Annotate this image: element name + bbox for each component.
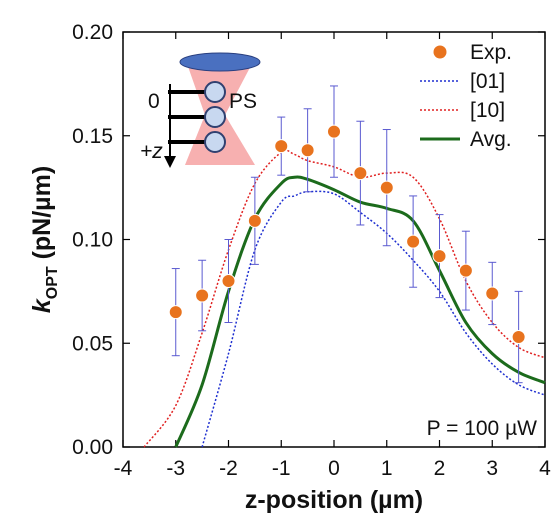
x-tick-label: -4 [114,457,133,480]
data-point [300,143,315,158]
x-tick-label: 3 [486,457,498,480]
inset: 0 PS +z [140,52,261,168]
x-tick-label: 2 [434,457,446,480]
inset-zero: 0 [148,90,160,113]
legend-label: [10] [470,99,505,122]
bead [204,81,226,103]
y-axis-label-part: OPT [44,266,61,299]
data-point [485,286,500,301]
y-tick-label: 0.20 [72,21,113,44]
data-point [432,249,447,264]
x-tick-label: 0 [328,457,340,480]
legend-label: [01] [470,70,505,93]
data-point [458,263,473,278]
y-tick-label: 0.10 [72,229,113,252]
data-point [221,274,236,288]
legend-label: Exp. [470,41,512,64]
data-point [247,213,262,228]
data-point [168,305,183,320]
y-axis-label-part: k [28,298,56,313]
y-tick-label: 0.00 [72,436,113,459]
data-point [195,288,210,303]
legend-marker [433,45,447,59]
data-point [379,180,394,195]
data-point [406,234,421,249]
data-point [353,166,368,181]
curve [201,190,546,448]
legend-label: Avg. [470,128,512,151]
lens [179,52,261,72]
y-axis-label: kOPT (pN/µm) [28,166,61,313]
inset-ps: PS [229,90,257,113]
x-tick-label: -2 [219,457,238,480]
inset-z: +z [140,140,163,163]
x-axis-label: z-position (µm) [245,486,423,514]
data-point [511,330,526,345]
data-point [327,124,341,139]
bead [204,131,226,153]
data-point [274,139,289,154]
z-arrowhead [164,156,176,168]
x-tick-label: 4 [539,457,551,480]
x-tick-label: -3 [166,457,185,480]
y-tick-label: 0.15 [72,125,113,148]
y-tick-label: 0.05 [72,332,113,355]
x-tick-label: -1 [272,457,291,480]
power-annotation: P = 100 µW [427,417,538,440]
bead [204,106,226,128]
x-tick-label: 1 [381,457,393,480]
y-axis-label-part: (pN/µm) [28,166,56,267]
